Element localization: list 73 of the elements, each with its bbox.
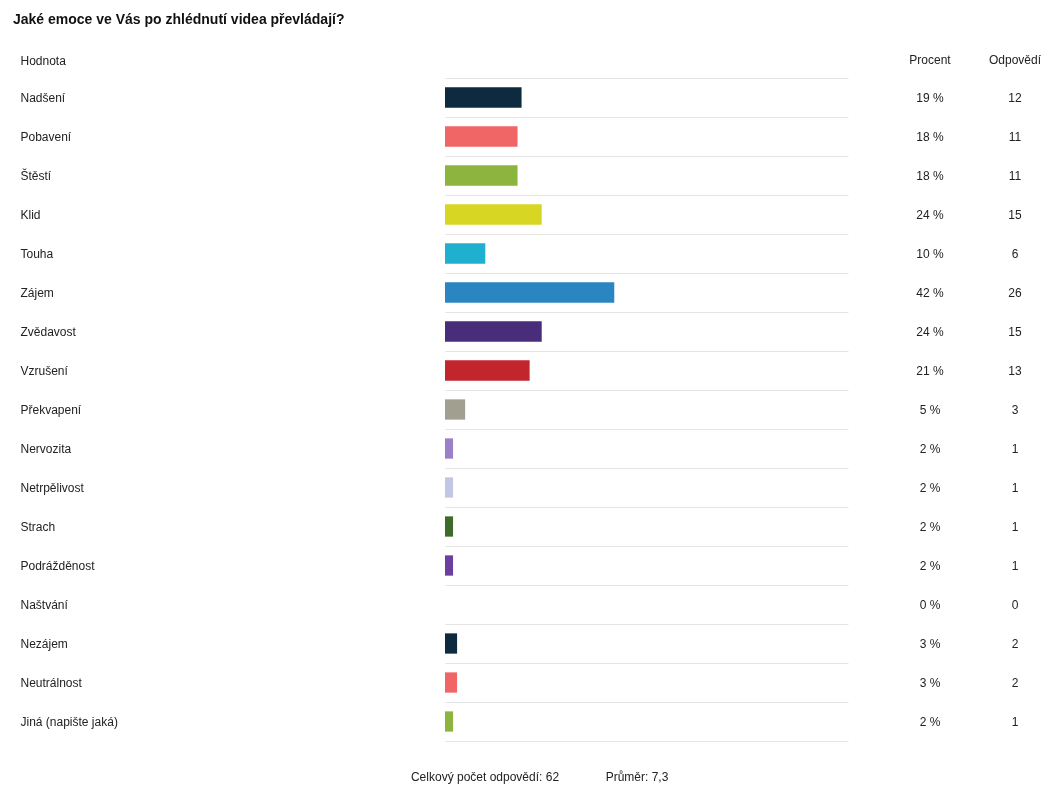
text: 15 [1008, 324, 1022, 339]
text: 2 [1011, 636, 1019, 651]
text: 0 [1011, 597, 1019, 612]
data-label: 18 % [916, 168, 944, 183]
text: 1 [1011, 714, 1019, 729]
bar [445, 204, 542, 225]
data-label: 24 % [916, 207, 944, 222]
bar [445, 243, 486, 264]
y-tick-label: Naštvání [20, 598, 69, 612]
data-label: 24 % [916, 324, 944, 339]
y-tick-label: Nadšení [20, 91, 66, 105]
text: 1 [1011, 558, 1019, 573]
y-tick-label: Strach [20, 520, 56, 534]
data-label: 2 % [919, 558, 941, 573]
data-label: 2 % [919, 441, 941, 456]
text: Jaké emoce ve Vás po zhlédnutí videa převládají? [13, 11, 345, 27]
data-label: 42 % [916, 285, 944, 300]
bar [445, 399, 466, 420]
data-label: 3 % [919, 675, 941, 690]
y-tick-label: Zájem [20, 286, 54, 300]
text: Odpovědí [988, 53, 1042, 67]
y-tick-label: Zvědavost [20, 325, 77, 339]
bar [445, 477, 454, 498]
bar [445, 321, 542, 342]
bar [445, 360, 530, 381]
text: 11 [1008, 129, 1022, 144]
data-label: 10 % [916, 246, 944, 261]
bar [445, 672, 458, 693]
y-tick-label: Touha [20, 247, 54, 261]
text: 1 [1011, 441, 1019, 456]
data-label: 18 % [916, 129, 944, 144]
text: Procent [909, 53, 952, 67]
bar [445, 282, 615, 303]
bar [445, 126, 518, 147]
data-label: 2 % [919, 480, 941, 495]
data-label: 2 % [919, 519, 941, 534]
text: 6 [1011, 246, 1019, 261]
data-label: 0 % [919, 597, 941, 612]
text: 1 [1011, 519, 1019, 534]
y-tick-label: Překvapení [20, 403, 82, 417]
y-tick-label: Pobavení [20, 130, 72, 144]
text: 1 [1011, 480, 1019, 495]
text: 11 [1008, 168, 1022, 183]
y-tick-label: Klid [20, 208, 41, 222]
data-label: 5 % [919, 402, 941, 417]
data-label: 3 % [919, 636, 941, 651]
y-tick-label: Štěstí [20, 168, 52, 183]
y-axis-title: Hodnota [20, 53, 67, 68]
bar [445, 633, 458, 654]
data-label: 21 % [916, 363, 944, 378]
bar [445, 438, 454, 459]
text: Průměr: 7,3 [605, 770, 669, 784]
y-tick-label: Nervozita [20, 442, 72, 456]
text: 13 [1008, 363, 1022, 378]
y-tick-label: Jiná (napište jaká) [20, 715, 118, 729]
text: 3 [1011, 402, 1019, 417]
bar [445, 165, 518, 186]
y-tick-label: Neutrálnost [20, 676, 83, 690]
bar [445, 87, 522, 108]
bar [445, 555, 454, 576]
text: 2 [1011, 675, 1019, 690]
text: 15 [1008, 207, 1022, 222]
text: Celkový počet odpovědí: 62 [410, 770, 560, 784]
y-tick-label: Podrážděnost [20, 559, 96, 573]
text: 12 [1008, 90, 1022, 105]
data-label: 2 % [919, 714, 941, 729]
y-tick-label: Nezájem [20, 637, 68, 651]
bar [445, 516, 454, 537]
text: 26 [1008, 285, 1022, 300]
bar [445, 711, 454, 732]
y-tick-label: Vzrušení [20, 364, 69, 378]
data-label: 19 % [916, 90, 944, 105]
y-tick-label: Netrpělivost [20, 481, 85, 495]
